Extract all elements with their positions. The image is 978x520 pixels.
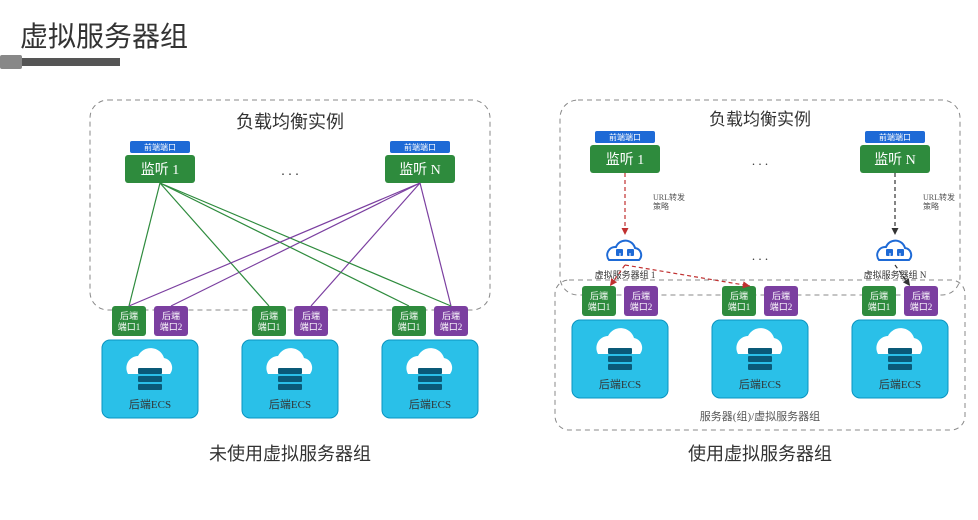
- svg-text:策略: 策略: [653, 201, 669, 211]
- svg-text:后端: 后端: [632, 290, 650, 301]
- svg-text:后端ECS: 后端ECS: [269, 398, 311, 411]
- svg-text:负载均衡实例: 负载均衡实例: [236, 112, 344, 132]
- svg-text:后端: 后端: [772, 290, 790, 301]
- svg-text:服务器(组)/虚拟服务器组: 服务器(组)/虚拟服务器组: [700, 409, 820, 423]
- svg-text:端口2: 端口2: [910, 301, 933, 312]
- svg-text:后端: 后端: [260, 310, 278, 321]
- svg-text:后端: 后端: [870, 290, 888, 301]
- svg-text:监听 N: 监听 N: [874, 152, 916, 168]
- svg-text:后端ECS: 后端ECS: [739, 378, 781, 391]
- svg-text:虚拟服务器组 N: 虚拟服务器组 N: [864, 269, 927, 280]
- svg-text:后端: 后端: [730, 290, 748, 301]
- svg-text:端口1: 端口1: [588, 301, 611, 312]
- svg-text:端口2: 端口2: [770, 301, 793, 312]
- svg-text:监听 N: 监听 N: [399, 162, 441, 178]
- svg-text:端口1: 端口1: [258, 321, 281, 332]
- svg-text:前端端口: 前端端口: [879, 132, 911, 142]
- svg-text:后端: 后端: [400, 310, 418, 321]
- svg-text:端口2: 端口2: [630, 301, 653, 312]
- svg-text:端口2: 端口2: [160, 321, 183, 332]
- svg-text:前端端口: 前端端口: [404, 142, 436, 152]
- svg-text:监听 1: 监听 1: [141, 162, 180, 178]
- svg-text:前端端口: 前端端口: [144, 142, 176, 152]
- svg-text:前端端口: 前端端口: [609, 132, 641, 142]
- svg-text:后端: 后端: [442, 310, 460, 321]
- svg-text:端口1: 端口1: [868, 301, 891, 312]
- svg-text:后端: 后端: [120, 310, 138, 321]
- svg-text:负载均衡实例: 负载均衡实例: [709, 110, 811, 129]
- svg-text:后端: 后端: [912, 290, 930, 301]
- svg-text:后端: 后端: [162, 310, 180, 321]
- svg-text:URL转发: URL转发: [653, 192, 685, 202]
- svg-text:端口2: 端口2: [440, 321, 463, 332]
- svg-text:后端: 后端: [590, 290, 608, 301]
- svg-text:端口1: 端口1: [728, 301, 751, 312]
- svg-text:. . .: . . .: [752, 153, 768, 168]
- svg-text:后端ECS: 后端ECS: [409, 398, 451, 411]
- svg-text:策略: 策略: [923, 201, 939, 211]
- svg-text:URL转发: URL转发: [923, 192, 955, 202]
- svg-text:后端ECS: 后端ECS: [599, 378, 641, 391]
- svg-text:端口1: 端口1: [398, 321, 421, 332]
- svg-text:监听 1: 监听 1: [606, 152, 645, 168]
- svg-text:虚拟服务器组 1: 虚拟服务器组 1: [595, 269, 656, 280]
- svg-text:端口1: 端口1: [118, 321, 141, 332]
- svg-text:端口2: 端口2: [300, 321, 323, 332]
- svg-text:. . .: . . .: [281, 164, 299, 179]
- svg-text:后端: 后端: [302, 310, 320, 321]
- svg-text:后端ECS: 后端ECS: [879, 378, 921, 391]
- svg-text:后端ECS: 后端ECS: [129, 398, 171, 411]
- svg-text:使用虚拟服务器组: 使用虚拟服务器组: [688, 444, 832, 464]
- svg-text:未使用虚拟服务器组: 未使用虚拟服务器组: [209, 444, 371, 464]
- diagram-canvas: 负载均衡实例前端端口监听 1前端端口监听 N. . .后端端口1后端端口2后端端…: [0, 0, 978, 520]
- svg-text:. . .: . . .: [752, 248, 768, 263]
